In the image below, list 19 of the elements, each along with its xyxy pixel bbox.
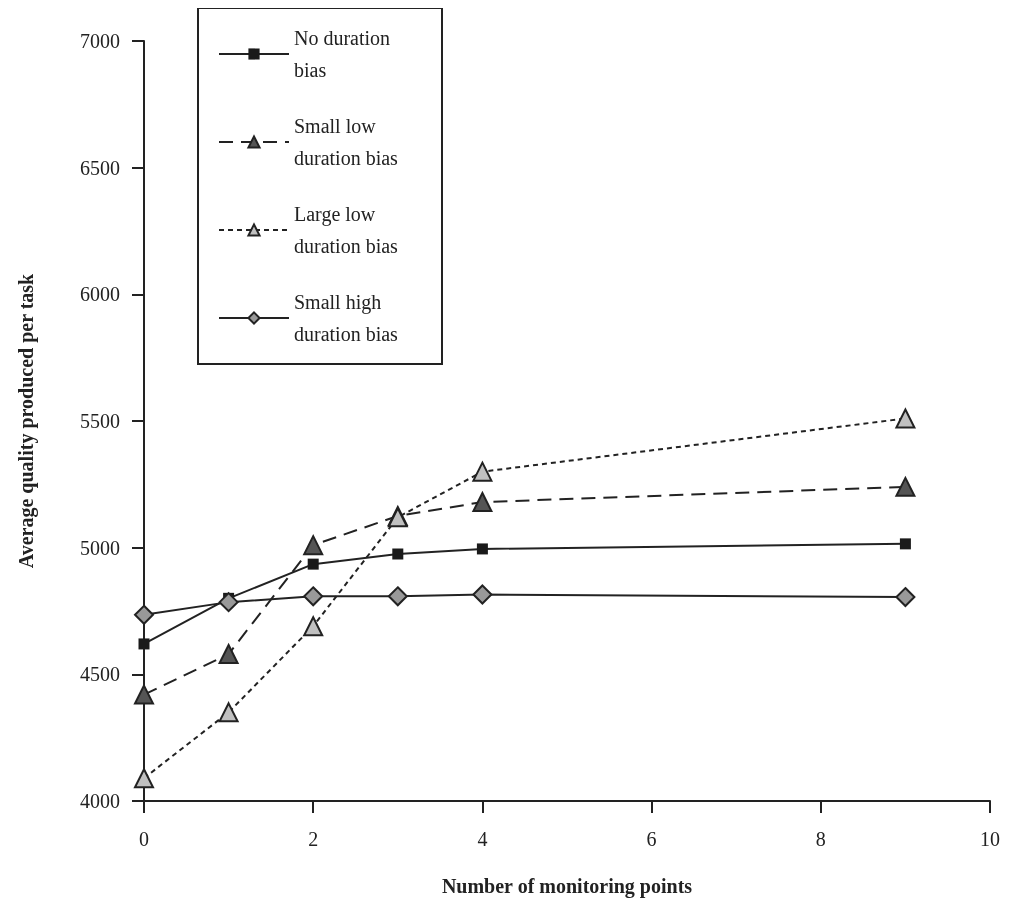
y-tick-label: 4000 <box>80 790 120 812</box>
y-tick-label: 6500 <box>80 156 120 179</box>
x-tick-label: 8 <box>815 828 826 850</box>
legend-label: No duration bias <box>294 27 396 81</box>
y-tick-label: 7000 <box>80 30 120 52</box>
x-tick-label: 10 <box>980 828 1000 850</box>
y-axis-title: Average quality produced per task <box>15 272 38 569</box>
x-tick-label: 2 <box>308 828 319 850</box>
x-tick-label: 0 <box>139 828 149 850</box>
legend-label: Large low duration bias <box>294 203 399 257</box>
y-tick-label: 5500 <box>80 410 120 432</box>
y-tick-label: 5000 <box>80 536 120 559</box>
x-tick-label: 6 <box>646 828 657 850</box>
x-axis-title: Number of monitoring points <box>441 875 693 898</box>
legend-label: Small low duration bias <box>294 115 399 169</box>
y-tick-label: 6000 <box>80 283 120 306</box>
legend-label: Small high duration bias <box>294 291 399 345</box>
y-tick-label: 4500 <box>80 663 120 686</box>
x-tick-label: 4 <box>477 828 488 850</box>
